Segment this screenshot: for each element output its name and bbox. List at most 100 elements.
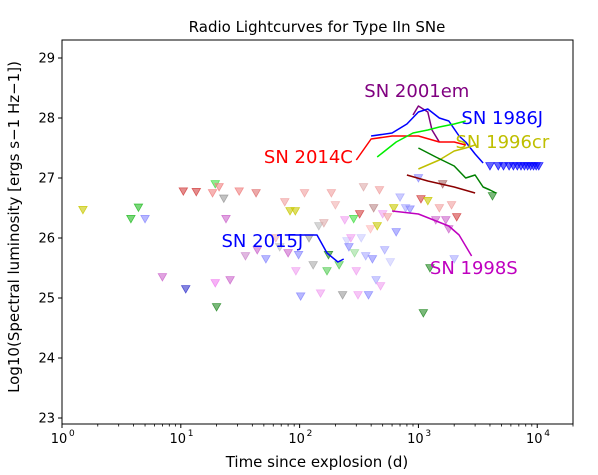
upper-limit-marker (416, 195, 426, 204)
series-line (392, 210, 473, 257)
y-tick-label: 25 (38, 292, 55, 307)
series-label: SN 2015J (222, 231, 304, 252)
upper-limit-marker (345, 234, 356, 243)
series-line (418, 147, 497, 194)
upper-limit-marker (211, 303, 222, 312)
series-line (406, 174, 476, 194)
x-tick-label: 10 (288, 432, 305, 447)
upper-limit-marker (322, 267, 332, 276)
x-tick-exponent: 0 (69, 429, 75, 439)
x-tick-exponent: 2 (307, 429, 313, 439)
series-label: SN 1986J (461, 108, 543, 129)
plot-layer: SN 2001em SN 1986J SN 1996cr SN 2014C SN 201… (78, 81, 550, 318)
upper-limit-marker (218, 194, 229, 204)
series-upper-limit (533, 162, 544, 171)
y-tick-label: 29 (38, 52, 55, 67)
upper-limit-marker (221, 215, 231, 224)
upper-limit-marker (191, 188, 202, 197)
upper-limit-marker (252, 246, 263, 255)
y-axis-title: Log10(Spectral luminosity [ergs s−1 Hz−1… (5, 61, 23, 393)
upper-limit-marker (446, 201, 457, 210)
upper-limit-marker (240, 252, 251, 261)
x-tick-label: 10 (526, 432, 543, 447)
y-tick-label: 24 (38, 352, 55, 367)
x-tick-exponent: 4 (544, 429, 550, 439)
upper-limit-marker (251, 189, 261, 198)
upper-limit-marker (180, 285, 191, 294)
upper-limit-marker (379, 246, 390, 255)
upper-limit-marker (368, 204, 379, 213)
upper-limit-marker (348, 215, 359, 224)
upper-limit-marker (358, 183, 369, 192)
upper-limit-marker (315, 289, 326, 298)
x-axis-title: Time since explosion (d) (225, 453, 409, 471)
upper-limit-marker (270, 234, 281, 243)
upper-limit-marker (337, 291, 348, 300)
upper-limit-marker (234, 187, 245, 196)
upper-limit-marker (418, 309, 429, 318)
upper-limit-marker (451, 213, 462, 222)
series-line (376, 120, 466, 158)
upper-limit-marker (440, 216, 451, 225)
upper-limit-marker (351, 267, 362, 276)
y-tick-label: 27 (38, 172, 55, 187)
upper-limit-marker (78, 206, 88, 215)
upper-limit-marker (385, 258, 396, 267)
series-label: SN 2014C (264, 147, 353, 168)
series-line (412, 105, 440, 143)
upper-limit-marker (339, 216, 350, 225)
series-upper-limit (485, 162, 495, 171)
series-line (370, 108, 484, 164)
upper-limit-marker (140, 215, 150, 224)
upper-limit-marker (225, 276, 236, 285)
upper-limit-marker (326, 189, 337, 198)
y-tick-label: 28 (38, 112, 55, 127)
upper-limit-marker (279, 198, 290, 207)
upper-limit-marker (283, 249, 293, 258)
upper-limit-marker (375, 282, 386, 291)
upper-limit-marker (374, 186, 385, 195)
x-tick-label: 10 (51, 432, 68, 447)
upper-limit-marker (125, 215, 136, 224)
x-tick-exponent: 3 (425, 429, 431, 439)
upper-limit-marker (210, 279, 221, 288)
upper-limit-marker (299, 189, 310, 198)
y-tick-label: 23 (38, 412, 55, 427)
upper-limit-marker (334, 261, 345, 270)
upper-limit-marker (395, 193, 405, 202)
upper-limit-marker (363, 291, 374, 300)
series-label: SN 2001em (364, 81, 469, 102)
upper-limit-marker (372, 222, 383, 231)
upper-limit-marker (157, 273, 168, 282)
upper-limit-marker (405, 205, 415, 214)
upper-limit-marker (356, 234, 367, 243)
upper-limit-marker (367, 255, 378, 264)
upper-limit-marker (293, 251, 304, 260)
upper-limit-marker (260, 255, 271, 264)
upper-limit-marker (487, 192, 498, 201)
x-tick-exponent: 1 (188, 429, 194, 439)
upper-limit-marker (388, 204, 399, 213)
series-line (355, 135, 466, 161)
upper-limit-marker (290, 267, 301, 276)
series-line (418, 144, 476, 170)
upper-limit-marker (425, 264, 435, 273)
y-tick-label: 26 (38, 232, 55, 247)
upper-limit-marker (365, 225, 376, 234)
x-tick-label: 10 (407, 432, 424, 447)
chart-title: Radio Lightcurves for Type IIn SNe (189, 18, 446, 36)
upper-limit-marker (290, 207, 301, 216)
upper-limit-marker (349, 249, 360, 258)
upper-limit-marker (214, 183, 224, 192)
upper-limit-marker (133, 203, 144, 213)
plot-frame (61, 39, 574, 425)
upper-limit-marker (274, 243, 285, 252)
upper-limit-marker (295, 292, 306, 301)
upper-limit-marker (360, 252, 371, 261)
upper-limit-marker (308, 261, 319, 270)
upper-limit-marker (178, 187, 189, 196)
upper-limit-marker (434, 204, 445, 213)
series-line (284, 234, 345, 263)
